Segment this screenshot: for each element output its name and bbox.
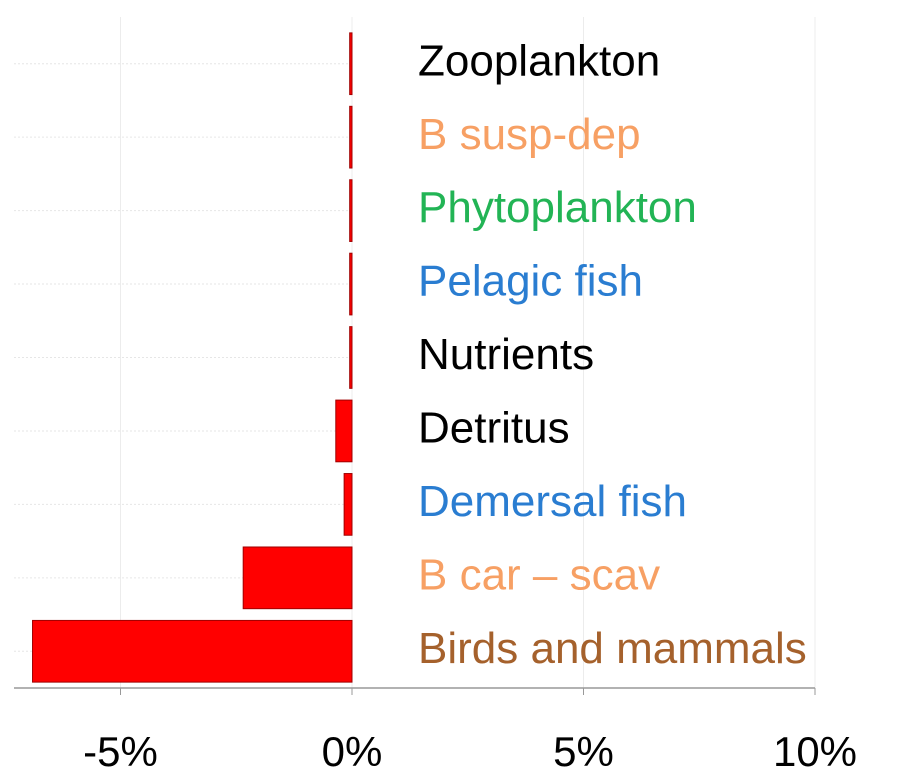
bar	[32, 619, 353, 683]
category-label: Phytoplankton	[418, 183, 697, 232]
category-label: Pelagic fish	[418, 257, 643, 306]
x-tick-label: 5%	[553, 728, 614, 775]
category-label: Zooplankton	[418, 36, 660, 85]
bar	[335, 399, 353, 463]
bar	[343, 473, 353, 536]
bar	[242, 546, 353, 610]
bar	[349, 326, 353, 389]
category-label: Nutrients	[418, 330, 594, 379]
bar	[349, 32, 353, 96]
category-label: Detritus	[418, 404, 570, 453]
category-label: B susp-dep	[418, 110, 641, 159]
x-tick-label: 10%	[773, 728, 857, 775]
category-label: Birds and mammals	[418, 624, 807, 673]
bar	[349, 105, 353, 169]
bar	[349, 252, 353, 316]
category-label: B car – scav	[418, 550, 660, 599]
bar	[349, 179, 353, 242]
x-tick-label: -5%	[83, 728, 158, 775]
x-tick-label: 0%	[322, 728, 383, 775]
category-label: Demersal fish	[418, 477, 687, 526]
